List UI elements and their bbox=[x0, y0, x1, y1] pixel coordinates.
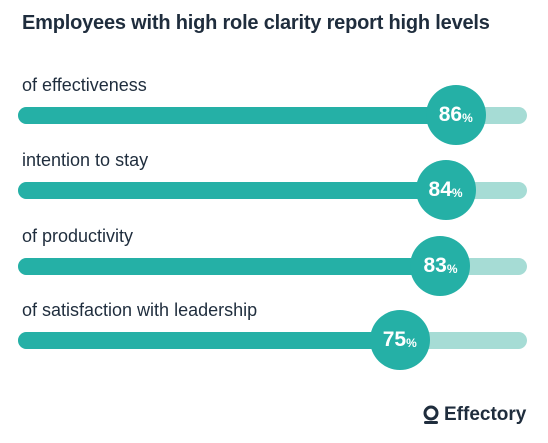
bar-track: 83% bbox=[18, 236, 527, 296]
bar-fill bbox=[18, 332, 400, 349]
bar-row: of satisfaction with leadership 75% bbox=[0, 300, 548, 380]
brand-name: Effectory bbox=[444, 404, 527, 425]
value-label: 84 bbox=[428, 178, 452, 201]
bar-track: 84% bbox=[18, 160, 527, 220]
value-label: 86 bbox=[438, 103, 463, 126]
percent-sign: % bbox=[462, 111, 473, 125]
value-badge: 75% bbox=[369, 310, 430, 370]
value-badge: 83% bbox=[410, 236, 471, 296]
percent-sign: % bbox=[446, 262, 458, 276]
bar-row: intention to stay 84% bbox=[0, 150, 548, 230]
bar-fill bbox=[18, 107, 456, 124]
bar-track: 86% bbox=[18, 85, 527, 145]
percent-sign: % bbox=[451, 186, 463, 200]
value-badge: 84% bbox=[415, 160, 476, 220]
percent-sign: % bbox=[406, 336, 417, 350]
category-label: intention to stay bbox=[22, 150, 149, 170]
value-badge: 86% bbox=[425, 85, 486, 145]
bar-row: of productivity 83% bbox=[0, 226, 548, 306]
category-label: of satisfaction with leadership bbox=[22, 300, 258, 320]
category-label: of productivity bbox=[22, 226, 134, 246]
value-label: 75 bbox=[382, 328, 407, 351]
value-label: 83 bbox=[423, 254, 447, 277]
bar-fill bbox=[18, 182, 446, 199]
category-label: of effectiveness bbox=[22, 75, 147, 95]
bar-fill bbox=[18, 258, 441, 275]
bar-track: 75% bbox=[18, 310, 527, 370]
brand-logo: Effectory bbox=[422, 404, 526, 426]
chart-title: Employees with high role clarity report … bbox=[22, 12, 490, 34]
bar-row: of effectiveness 86% bbox=[0, 75, 548, 155]
effectory-logo-icon bbox=[423, 405, 439, 424]
